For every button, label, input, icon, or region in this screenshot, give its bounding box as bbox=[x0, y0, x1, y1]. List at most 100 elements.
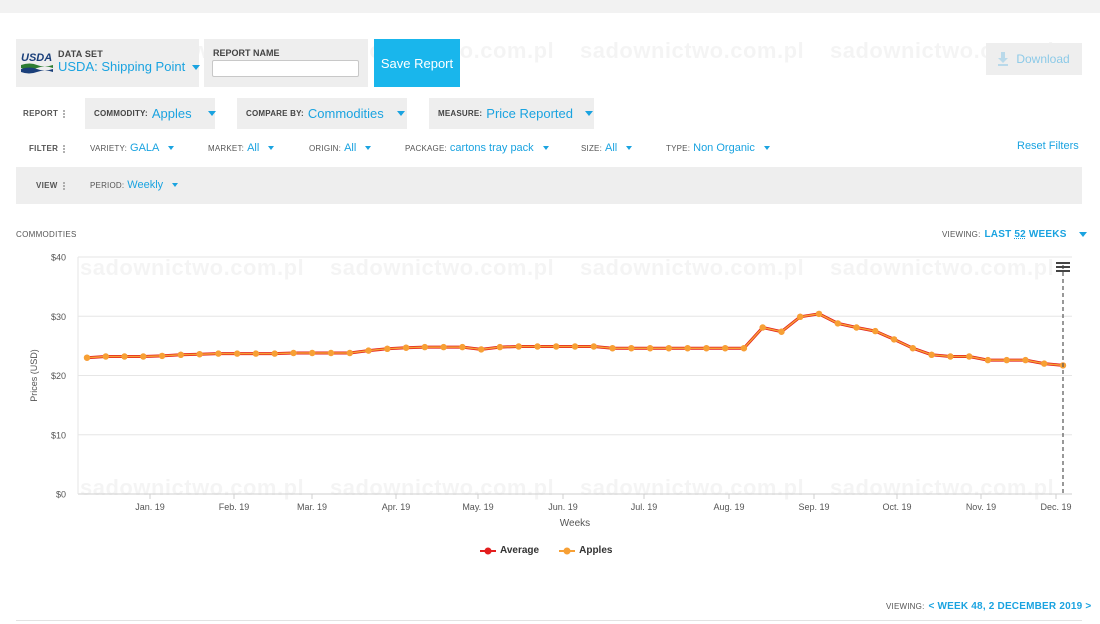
data-point-apples bbox=[759, 324, 766, 331]
chevron-down-icon bbox=[1078, 232, 1087, 237]
data-point-apples bbox=[421, 343, 428, 351]
download-icon bbox=[998, 52, 1009, 66]
data-point-apples bbox=[290, 349, 297, 357]
top-strip bbox=[0, 0, 1100, 13]
data-point-apples bbox=[309, 349, 316, 357]
data-point-apples bbox=[1003, 356, 1010, 364]
chevron-down-icon bbox=[365, 146, 372, 150]
save-report-button[interactable]: Save Report bbox=[374, 39, 460, 87]
data-point-apples bbox=[665, 345, 672, 352]
data-point-apples bbox=[778, 328, 785, 335]
data-point-apples bbox=[890, 336, 898, 343]
data-point-apples bbox=[628, 345, 635, 352]
series-line-apples bbox=[86, 313, 1064, 367]
period-select[interactable]: PERIOD: Weekly bbox=[90, 179, 179, 191]
data-point-apples bbox=[797, 313, 804, 320]
kebab-icon[interactable] bbox=[63, 144, 66, 154]
data-point-apples bbox=[722, 345, 729, 352]
data-point-apples bbox=[402, 344, 410, 351]
view-row-label: VIEW bbox=[36, 181, 66, 191]
divider bbox=[16, 620, 1082, 621]
kebab-icon[interactable] bbox=[63, 109, 66, 119]
data-point-apples bbox=[1022, 356, 1029, 364]
data-point-apples bbox=[365, 347, 372, 354]
week-navigator[interactable]: VIEWING: < WEEK 48, 2 DECEMBER 2019 > bbox=[886, 601, 1092, 612]
drag-handle-icon[interactable] bbox=[1056, 262, 1070, 272]
dataset-label: DATA SET bbox=[58, 49, 103, 59]
series-line-average bbox=[86, 312, 1064, 367]
package-filter[interactable]: PACKAGE: cartons tray pack bbox=[405, 142, 549, 154]
dataset-value[interactable]: USDA: Shipping Point bbox=[58, 59, 201, 74]
data-point-apples bbox=[590, 343, 597, 350]
origin-filter[interactable]: ORIGIN: All bbox=[309, 142, 372, 154]
data-point-apples bbox=[140, 353, 147, 360]
filter-row-label: FILTER bbox=[29, 144, 66, 154]
data-point-apples bbox=[1041, 360, 1048, 367]
commodity-select[interactable]: COMMODITY: Apples bbox=[85, 98, 216, 129]
data-point-apples bbox=[346, 349, 353, 357]
data-point-apples bbox=[384, 345, 391, 352]
data-point-apples bbox=[815, 310, 823, 318]
data-point-apples bbox=[609, 345, 616, 352]
chevron-down-icon bbox=[172, 183, 179, 187]
data-point-apples bbox=[496, 343, 504, 351]
report-name-label: REPORT NAME bbox=[213, 48, 280, 58]
data-point-apples bbox=[234, 350, 241, 357]
y-tick-label: $0 bbox=[56, 490, 66, 500]
download-button[interactable]: Download bbox=[986, 43, 1082, 75]
x-tick-label: Jan. 19 bbox=[135, 502, 165, 512]
chevron-down-icon bbox=[168, 146, 175, 150]
data-point-apples bbox=[966, 353, 973, 360]
data-point-apples bbox=[83, 354, 91, 361]
chevron-down-icon bbox=[542, 146, 549, 150]
data-point-apples bbox=[571, 343, 579, 350]
x-tick-label: Oct. 19 bbox=[882, 502, 911, 512]
measure-select[interactable]: MEASURE: Price Reported bbox=[429, 98, 594, 129]
legend-item-apples[interactable]: Apples bbox=[559, 545, 612, 556]
x-tick-label: Feb. 19 bbox=[219, 502, 250, 512]
size-filter[interactable]: SIZE: All bbox=[581, 142, 633, 154]
data-point-apples bbox=[515, 343, 522, 350]
x-tick-label: Apr. 19 bbox=[382, 502, 411, 512]
compare-by-select[interactable]: COMPARE BY: Commodities bbox=[237, 98, 407, 129]
viewing-range-select[interactable]: VIEWING: LAST 52 WEEKS bbox=[942, 229, 1087, 240]
x-axis-title: Weeks bbox=[560, 518, 590, 529]
chevron-down-icon bbox=[192, 65, 201, 71]
market-filter[interactable]: MARKET: All bbox=[208, 142, 275, 154]
data-point-apples bbox=[327, 349, 335, 357]
data-point-apples bbox=[928, 351, 935, 358]
chevron-down-icon bbox=[763, 146, 770, 150]
report-row-label: REPORT bbox=[23, 109, 66, 119]
data-point-apples bbox=[646, 345, 654, 352]
data-point-apples bbox=[947, 353, 954, 360]
chevron-down-icon bbox=[396, 111, 405, 116]
y-tick-label: $20 bbox=[51, 371, 66, 381]
y-tick-label: $10 bbox=[51, 430, 66, 440]
type-filter[interactable]: TYPE: Non Organic bbox=[666, 142, 770, 154]
svg-text:USDA: USDA bbox=[21, 52, 52, 64]
data-point-apples bbox=[102, 353, 110, 360]
chevron-down-icon bbox=[207, 111, 216, 116]
data-point-apples bbox=[478, 346, 485, 353]
chart-legend: Average Apples bbox=[480, 545, 612, 556]
data-point-apples bbox=[271, 350, 278, 357]
x-tick-label: Nov. 19 bbox=[966, 502, 996, 512]
chevron-down-icon bbox=[626, 146, 633, 150]
data-point-apples bbox=[703, 345, 710, 352]
chart-title: COMMODITIES bbox=[16, 230, 77, 239]
chevron-down-icon bbox=[268, 146, 275, 150]
data-point-apples bbox=[834, 320, 841, 327]
kebab-icon[interactable] bbox=[62, 181, 66, 191]
legend-item-average[interactable]: Average bbox=[480, 545, 539, 556]
data-point-apples bbox=[534, 343, 541, 350]
reset-filters-link[interactable]: Reset Filters bbox=[1017, 140, 1079, 152]
report-name-input[interactable] bbox=[212, 60, 359, 77]
data-point-apples bbox=[740, 345, 748, 352]
data-point-apples bbox=[121, 353, 128, 360]
variety-filter[interactable]: VARIETY: GALA bbox=[90, 142, 175, 154]
data-point-apples bbox=[158, 352, 166, 360]
data-point-apples bbox=[553, 343, 560, 350]
dataset-selector[interactable] bbox=[16, 39, 199, 87]
watermark: sadownictwo.com.pl bbox=[580, 38, 804, 64]
x-tick-label: Sep. 19 bbox=[798, 502, 829, 512]
